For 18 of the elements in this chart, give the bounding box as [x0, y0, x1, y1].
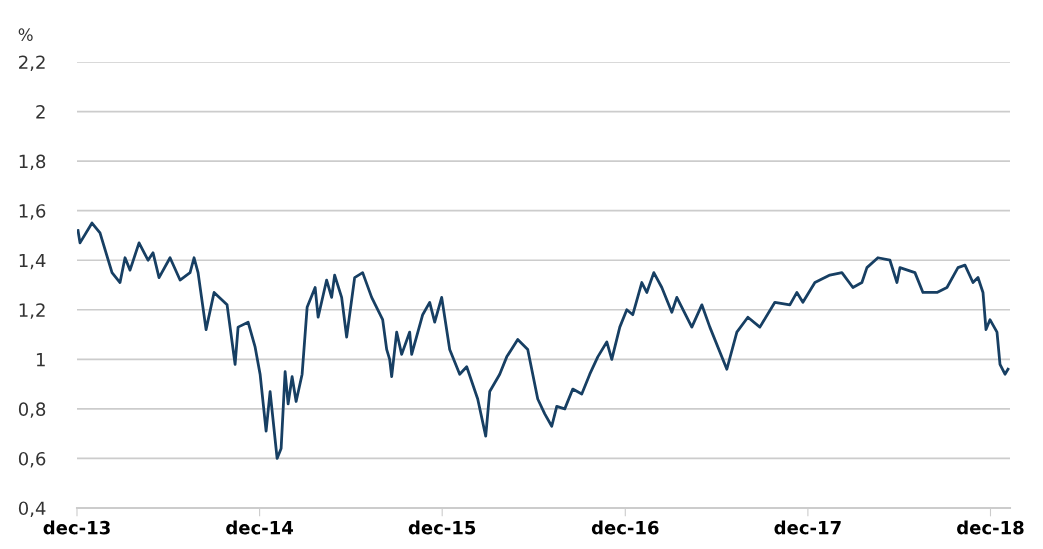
y-tick-label: 0,6: [18, 451, 46, 468]
y-axis-title: %: [18, 28, 33, 41]
x-tick-label: dec-13: [43, 520, 110, 535]
x-tick-label: dec-18: [957, 520, 1024, 535]
x-tick-label: dec-17: [774, 520, 841, 535]
y-tick-label: 1,4: [19, 253, 46, 270]
x-tick-label: dec-16: [591, 520, 659, 535]
x-tick-label: dec-14: [226, 520, 294, 535]
y-tick-label: 2,2: [19, 55, 45, 71]
y-tick-label: 2: [36, 105, 45, 119]
y-tick-label: 1,2: [19, 303, 45, 319]
y-tick-label: 1,8: [19, 154, 46, 171]
y-tick-label: 1,6: [19, 204, 46, 220]
x-tick-label: dec-15: [408, 520, 476, 535]
y-tick-label: 0,8: [18, 402, 46, 418]
y-tick-label: 1: [36, 353, 45, 367]
y-tick-label: 0,4: [18, 501, 46, 517]
line-series: [77, 221, 1010, 460]
